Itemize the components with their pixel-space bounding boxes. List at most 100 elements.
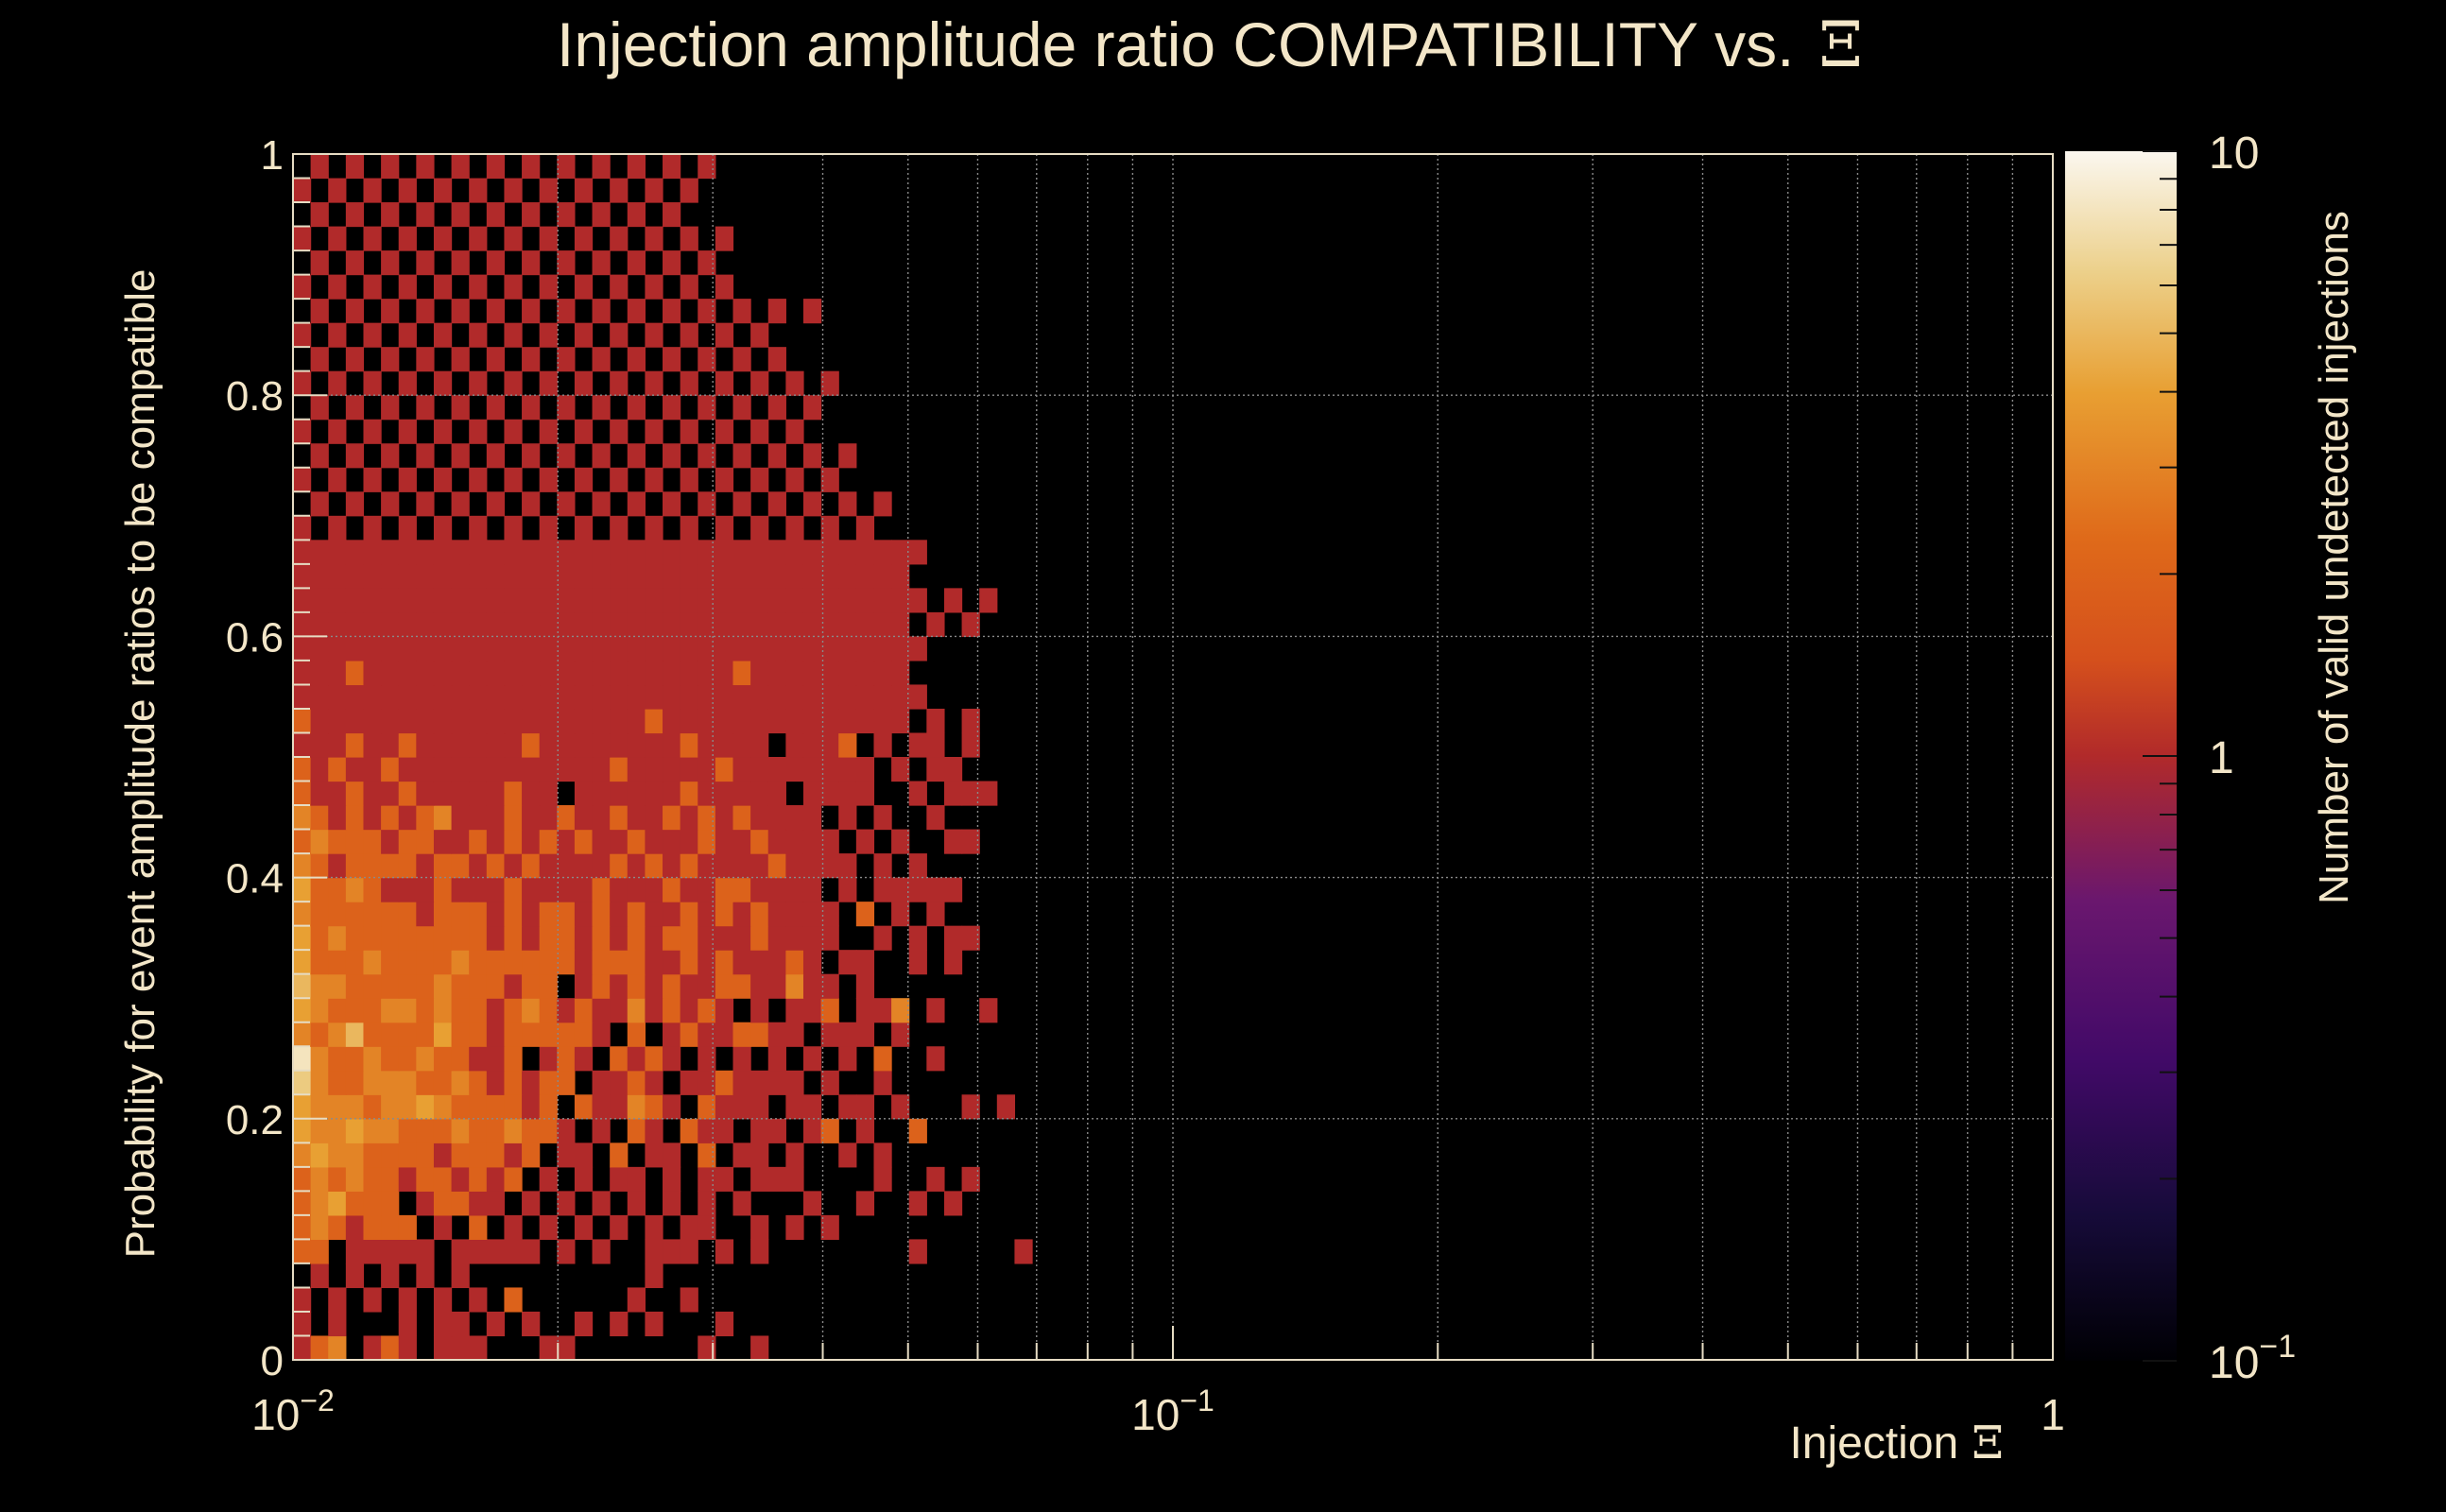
heatmap-cell (574, 1094, 594, 1120)
heatmap-cell (750, 370, 769, 396)
heatmap-cell (715, 829, 734, 854)
heatmap-cell (802, 877, 822, 902)
heatmap-cell (943, 781, 963, 806)
heatmap-cell (469, 973, 488, 999)
heatmap-cell (328, 732, 347, 758)
heatmap-cell (363, 1118, 382, 1143)
heatmap-cell (891, 877, 910, 902)
heatmap-cell (610, 660, 629, 686)
heatmap-cell (522, 1311, 541, 1337)
heatmap-cell (698, 829, 716, 854)
heatmap-cell (645, 563, 663, 589)
heatmap-cell (979, 781, 998, 806)
heatmap-cell (926, 611, 945, 637)
heatmap-cell (398, 684, 417, 710)
heatmap-cell (345, 1143, 365, 1168)
heatmap-cell (486, 491, 506, 517)
heatmap-cell (645, 781, 663, 806)
heatmap-cell (943, 925, 963, 951)
heatmap-cell (592, 925, 611, 951)
heatmap-cell (328, 1094, 347, 1120)
heatmap-cell (820, 467, 839, 492)
heatmap-cell (873, 563, 892, 589)
x-tick-labels: 10−2 10−1 1 (251, 1383, 2065, 1439)
heatmap-cell (451, 853, 470, 879)
heatmap-cell (802, 1046, 822, 1072)
heatmap-cell (486, 877, 506, 902)
heatmap-cell (363, 226, 382, 251)
heatmap-cell (539, 950, 558, 975)
heatmap-cell (486, 829, 506, 854)
heatmap-cell (610, 178, 629, 203)
heatmap-cell (663, 1022, 681, 1047)
heatmap-cell (539, 732, 558, 758)
heatmap-cell (802, 757, 822, 782)
heatmap-cell (451, 1143, 470, 1168)
heatmap-cell (557, 998, 576, 1023)
heatmap-cell (381, 1022, 400, 1047)
heatmap-cell (345, 1022, 365, 1047)
heatmap-cell (820, 998, 839, 1023)
heatmap-cell (627, 636, 646, 662)
heatmap-cell (363, 1094, 382, 1120)
heatmap-cell (715, 1311, 734, 1337)
heatmap-cell (698, 1070, 716, 1095)
heatmap-cell (698, 250, 716, 276)
x-tick-label: 10−2 (251, 1383, 335, 1439)
heatmap-cell (873, 853, 892, 879)
heatmap-cell (363, 1166, 382, 1192)
heatmap-cell (574, 1143, 594, 1168)
heatmap-cell (345, 1070, 365, 1095)
heatmap-cell (592, 202, 611, 228)
heatmap-cell (522, 347, 541, 372)
heatmap-cell (574, 226, 594, 251)
heatmap-cell (732, 563, 751, 589)
heatmap-cell (398, 708, 417, 734)
heatmap-cell (328, 1022, 347, 1047)
heatmap-cell (557, 684, 576, 710)
heatmap-cell (645, 1263, 663, 1289)
heatmap-cell (663, 660, 681, 686)
heatmap-cell (539, 370, 558, 396)
heatmap-cell (610, 467, 629, 492)
heatmap-cell (504, 973, 523, 999)
heatmap-cell (698, 1046, 716, 1072)
heatmap-cell (750, 757, 769, 782)
heatmap-cell (663, 250, 681, 276)
heatmap-cell (610, 419, 629, 444)
heatmap-cell (398, 1094, 417, 1120)
heatmap-cell (345, 781, 365, 806)
heatmap-cell (539, 1022, 558, 1047)
heatmap-cell (293, 829, 312, 854)
heatmap-cell (574, 274, 594, 300)
heatmap-cell (328, 467, 347, 492)
heatmap-cell (802, 973, 822, 999)
heatmap-cell (433, 1143, 453, 1168)
heatmap-cell (522, 1143, 541, 1168)
heatmap-cell (310, 853, 329, 879)
heatmap-cell (293, 274, 312, 300)
heatmap-cell (767, 588, 786, 613)
heatmap-cell (855, 1094, 875, 1120)
heatmap-cell (381, 1118, 400, 1143)
heatmap-cell (486, 1166, 506, 1192)
heatmap-cell (557, 1335, 576, 1361)
heatmap-cell (451, 1046, 470, 1072)
heatmap-cell (539, 805, 558, 831)
heatmap-cell (732, 757, 751, 782)
heatmap-cell (943, 588, 963, 613)
heatmap-cell (820, 563, 839, 589)
heatmap-cell (363, 467, 382, 492)
heatmap-cell (416, 1046, 435, 1072)
heatmap-cell (908, 877, 927, 902)
heatmap-cell (539, 757, 558, 782)
heatmap-cell (767, 805, 786, 831)
heatmap-cell (486, 395, 506, 421)
heatmap-cell (663, 1191, 681, 1216)
heatmap-cell (345, 1166, 365, 1192)
heatmap-cell (592, 395, 611, 421)
heatmap-cell (381, 588, 400, 613)
heatmap-cell (961, 708, 980, 734)
heatmap-cell (767, 781, 786, 806)
heatmap-cell (592, 660, 611, 686)
